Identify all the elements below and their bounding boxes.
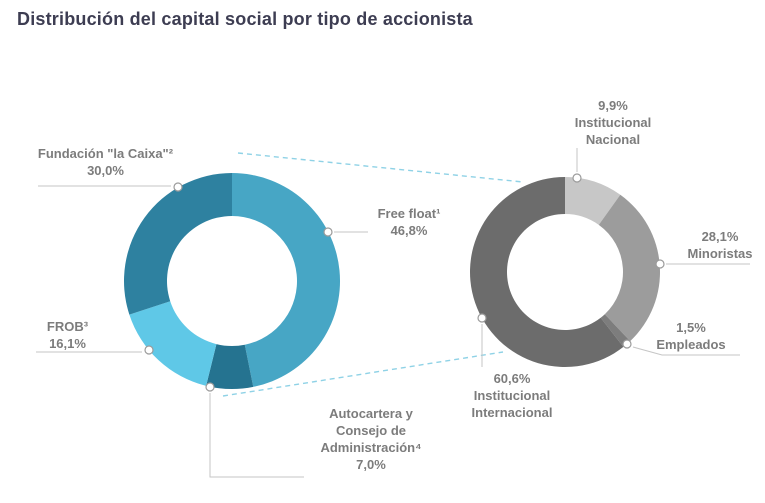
callout-institucional-internacional-value: 60,6% [493,371,531,386]
callout-autocartera-value: 7,0% [356,457,386,473]
callout-frob: FROB³ 16,1% [20,318,115,352]
callout-fundacion-value: 30,0% [87,163,124,179]
callout-fundacion-label: Fundación "la Caixa"² [37,146,174,161]
donut-segment [206,344,254,390]
callout-dot-institucional-internacional [477,313,487,323]
callout-dot-empleados [622,339,632,349]
donut-segment [124,173,232,315]
donut-segment [600,314,631,347]
callout-dot-institucional-nacional [572,173,582,183]
donut-segment [129,301,217,386]
callout-dot-fundacion [173,182,183,192]
callout-autocartera: Autocartera y Consejo de Administración⁴… [306,405,436,474]
leader-line-autocartera [209,393,304,478]
callout-dot-autocartera [205,382,215,392]
donut-free-float-breakdown [469,177,661,367]
callout-dot-minoristas [655,259,665,269]
explode-connector-top-line [237,152,524,183]
callout-institucional-nacional-label: Institucional Nacional [574,115,652,148]
callout-empleados: 1,5% Empleados [645,319,737,353]
callout-frob-label: FROB³ [46,319,89,334]
callout-empleados-label: Empleados [656,337,726,353]
callout-minoristas: 28,1% Minoristas [676,228,764,262]
leader-line-empleados [632,346,740,356]
donut-segment [232,172,341,387]
callout-fundacion: Fundación "la Caixa"² 30,0% [18,145,193,179]
callout-minoristas-value: 28,1% [701,229,739,244]
callout-autocartera-label: Autocartera y Consejo de Administración⁴ [320,406,422,456]
callout-institucional-nacional: 9,9% Institucional Nacional [562,97,664,148]
page-title: Distribución del capital social por tipo… [17,9,473,29]
callout-institucional-nacional-value: 9,9% [598,98,628,113]
callout-minoristas-label: Minoristas [687,246,753,262]
callout-free-float-value: 46,8% [390,223,428,239]
callout-free-float-label: Free float¹ [377,206,441,221]
callout-dot-frob [144,345,154,355]
callout-frob-value: 16,1% [49,336,86,352]
callout-institucional-internacional-label: Institucional Internacional [471,388,553,421]
callout-empleados-value: 1,5% [676,320,706,335]
callout-dot-free-float [323,227,333,237]
callout-institucional-internacional: 60,6% Institucional Internacional [461,370,563,421]
callout-free-float: Free float¹ 46,8% [368,205,450,239]
donut-segment [469,177,624,367]
donut-segment [598,194,661,342]
explode-connector-bottom-line [222,351,504,397]
donut-capital-social [124,172,341,390]
donut-segment [565,177,621,225]
